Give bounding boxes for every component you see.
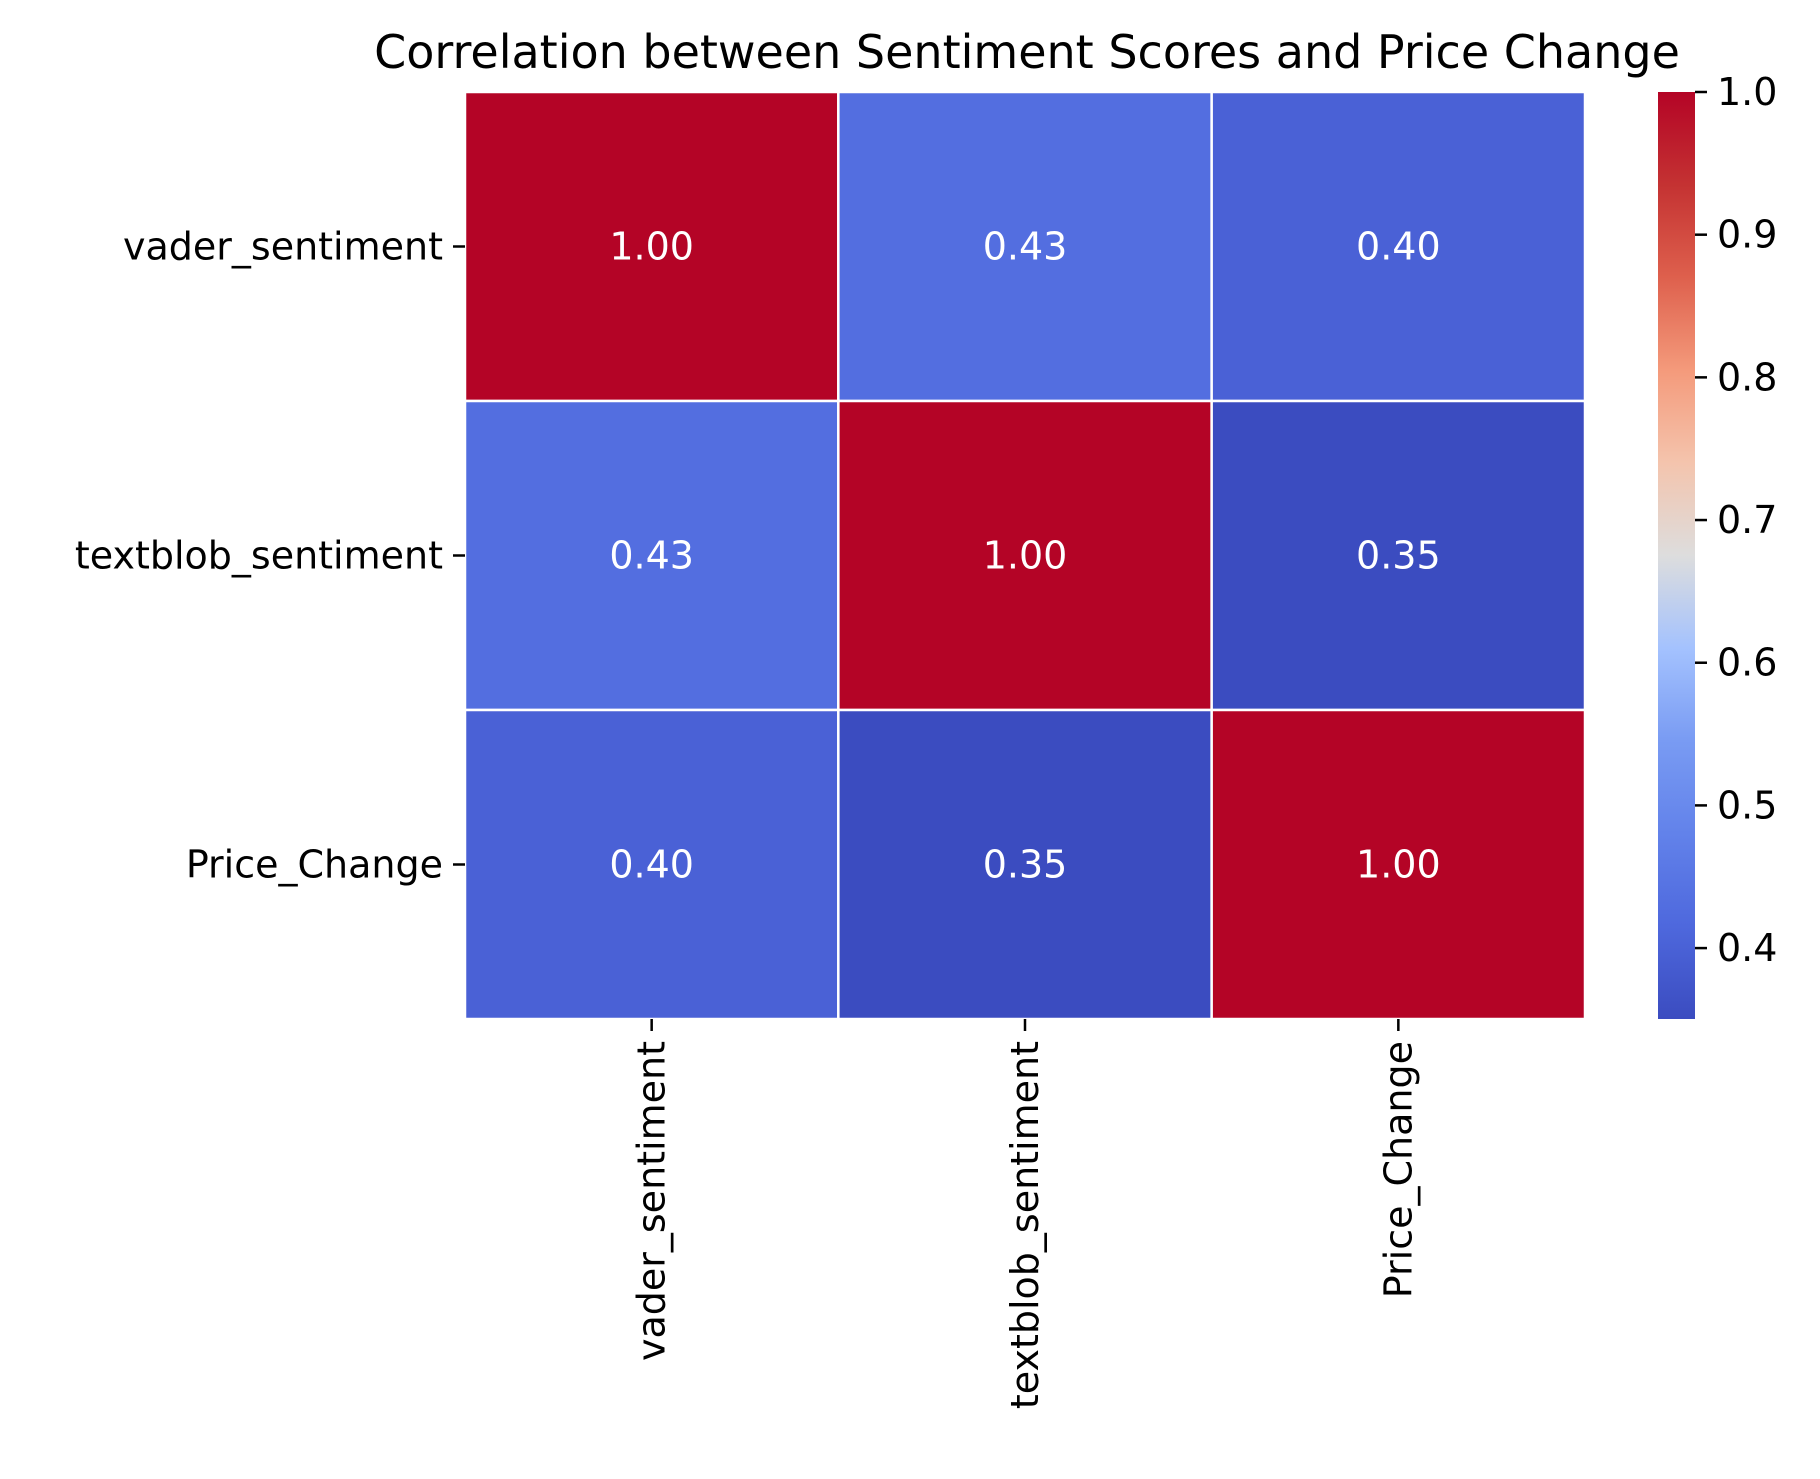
cell-value-label-r2-c0: 0.40 — [609, 843, 694, 887]
y-axis: vader_sentiment textblob_sentiment Price_C… — [75, 225, 465, 887]
colorbar-tick-label: 0.9 — [1717, 213, 1777, 257]
heatmap-cell-r1-c2 — [1210, 399, 1587, 712]
heatmap-cell-r1-c0 — [463, 399, 840, 712]
cell-value-label-r0-c0: 1.00 — [609, 225, 694, 269]
heatmap-cell-labels: 1.00 0.43 0.40 0.43 1.00 0.35 0.40 0.35 1.00 — [609, 225, 1440, 887]
heatmap-cell-r0-c1 — [837, 90, 1213, 403]
cell-value-label-r1-c1: 1.00 — [983, 534, 1068, 578]
colorbar-tick-label: 0.8 — [1717, 355, 1777, 399]
colorbar-tick-label: 0.7 — [1717, 498, 1777, 542]
cell-value-label-r1-c0: 0.43 — [609, 534, 694, 578]
cell-value-label-r2-c2: 1.00 — [1356, 843, 1441, 887]
heatmap-cell-r0-c2 — [1210, 90, 1587, 403]
heatmap-cell-r2-c1 — [837, 708, 1213, 1021]
heatmap-cell-r1-c1 — [837, 399, 1213, 712]
cell-value-label-r0-c1: 0.43 — [983, 225, 1068, 269]
colorbar: 0.4 0.5 0.6 0.7 0.8 0.9 1.0 — [1658, 70, 1777, 1019]
heatmap-cell-r0-c0 — [463, 90, 840, 403]
colorbar-tick-label: 0.5 — [1717, 783, 1777, 827]
cell-value-label-r2-c1: 0.35 — [983, 843, 1068, 887]
chart-title: Correlation between Sentiment Scores and… — [374, 25, 1680, 79]
colorbar-gradient — [1658, 92, 1695, 1019]
cell-value-label-r0-c2: 0.40 — [1356, 225, 1441, 269]
cell-value-label-r1-c2: 0.35 — [1356, 534, 1441, 578]
heatmap-cells — [463, 90, 1587, 1021]
x-tick-label: Price_Change — [1376, 1041, 1420, 1298]
y-tick-label: Price_Change — [186, 843, 443, 887]
colorbar-tick-label: 0.6 — [1717, 641, 1777, 685]
colorbar-tick-label: 0.4 — [1717, 926, 1777, 970]
x-tick-label: textblob_sentiment — [1003, 1041, 1047, 1409]
y-tick-label: textblob_sentiment — [75, 534, 443, 578]
x-tick-label: vader_sentiment — [630, 1041, 674, 1361]
y-tick-label: vader_sentiment — [123, 225, 443, 269]
colorbar-tick-label: 1.0 — [1717, 70, 1777, 114]
x-axis: vader_sentiment textblob_sentiment Price_C… — [630, 1019, 1420, 1409]
